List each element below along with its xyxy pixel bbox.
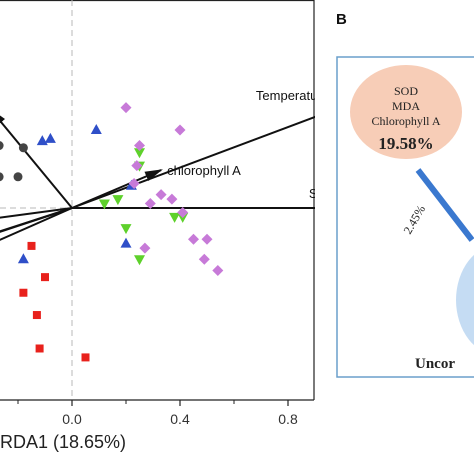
point-square — [35, 344, 44, 353]
point-diamond — [198, 253, 210, 265]
point-circle — [0, 141, 4, 150]
point-diamond — [139, 242, 151, 254]
arrow-label-chlorophyll-a: chlorophyll A — [167, 163, 241, 178]
point-diamond — [144, 198, 156, 210]
x-axis-label: RDA1 (18.65%) — [0, 432, 126, 452]
point-triangle-down — [169, 212, 181, 223]
point-triangle-down — [120, 224, 132, 235]
arrow-labels: Temperature SOD chlorophyll A — [167, 88, 337, 201]
point-diamond — [174, 124, 186, 136]
point-triangle-up — [90, 123, 102, 134]
explained-variance-circle — [350, 65, 462, 159]
panel-b: B SOD MDA Chlorophyll A 19.58% 2.45% Unc… — [336, 11, 474, 378]
sample-points — [0, 102, 224, 362]
point-diamond — [177, 206, 189, 218]
circle-label-sod: SOD — [394, 84, 418, 98]
x-tick-label: 0.4 — [170, 411, 190, 427]
point-diamond — [155, 189, 167, 201]
circle-value: 19.58% — [378, 134, 433, 153]
point-diamond — [212, 264, 224, 276]
arrow-unlabeled — [0, 207, 73, 219]
point-triangle-up — [36, 135, 48, 146]
point-triangle-up — [120, 237, 132, 248]
point-triangle-down — [98, 199, 110, 210]
point-diamond — [134, 140, 145, 152]
arrow-chlorophyll-a — [71, 169, 163, 209]
x-tick-label: 0.8 — [278, 411, 298, 427]
point-diamond — [128, 177, 140, 189]
arrow-label-temperature: Temperature — [256, 88, 329, 103]
point-circle — [0, 172, 4, 182]
point-diamond — [188, 233, 199, 245]
biplot-arrows — [0, 108, 315, 241]
point-circle — [13, 172, 23, 182]
circle-label-chlorophyll: Chlorophyll A — [371, 114, 440, 128]
point-triangle-up — [44, 132, 56, 143]
unconstrained-label: Uncor — [415, 356, 455, 372]
point-diamond — [201, 233, 213, 245]
point-triangle-down — [112, 195, 124, 206]
panel-b-frame — [336, 56, 474, 378]
point-triangle-down — [134, 148, 145, 159]
shared-link — [415, 168, 474, 242]
point-square — [32, 311, 41, 320]
arrow-unlabeled — [0, 207, 73, 241]
point-diamond — [120, 102, 132, 114]
point-square — [41, 273, 49, 282]
point-triangle-up — [17, 253, 29, 264]
point-diamond — [166, 193, 178, 205]
panel-b-letter: B — [336, 11, 347, 28]
point-square — [81, 353, 90, 362]
point-diamond — [131, 160, 143, 172]
arrow-unlabeled — [0, 207, 73, 233]
circle-label-mda: MDA — [392, 99, 420, 113]
arrow-unlabeled — [0, 108, 73, 209]
unconstrained-circle — [456, 254, 474, 346]
arrow-temperature — [71, 115, 315, 209]
point-triangle-down — [134, 255, 145, 266]
point-circle — [18, 143, 28, 153]
shared-link-value: 2.45% — [400, 203, 428, 237]
x-tick-label: 0.0 — [62, 411, 82, 427]
x-axis-ticks: 0.0 0.4 0.8 — [17, 400, 298, 427]
point-square — [19, 288, 28, 297]
point-square — [27, 241, 36, 250]
arrow-label-sod: SOD — [309, 186, 337, 201]
